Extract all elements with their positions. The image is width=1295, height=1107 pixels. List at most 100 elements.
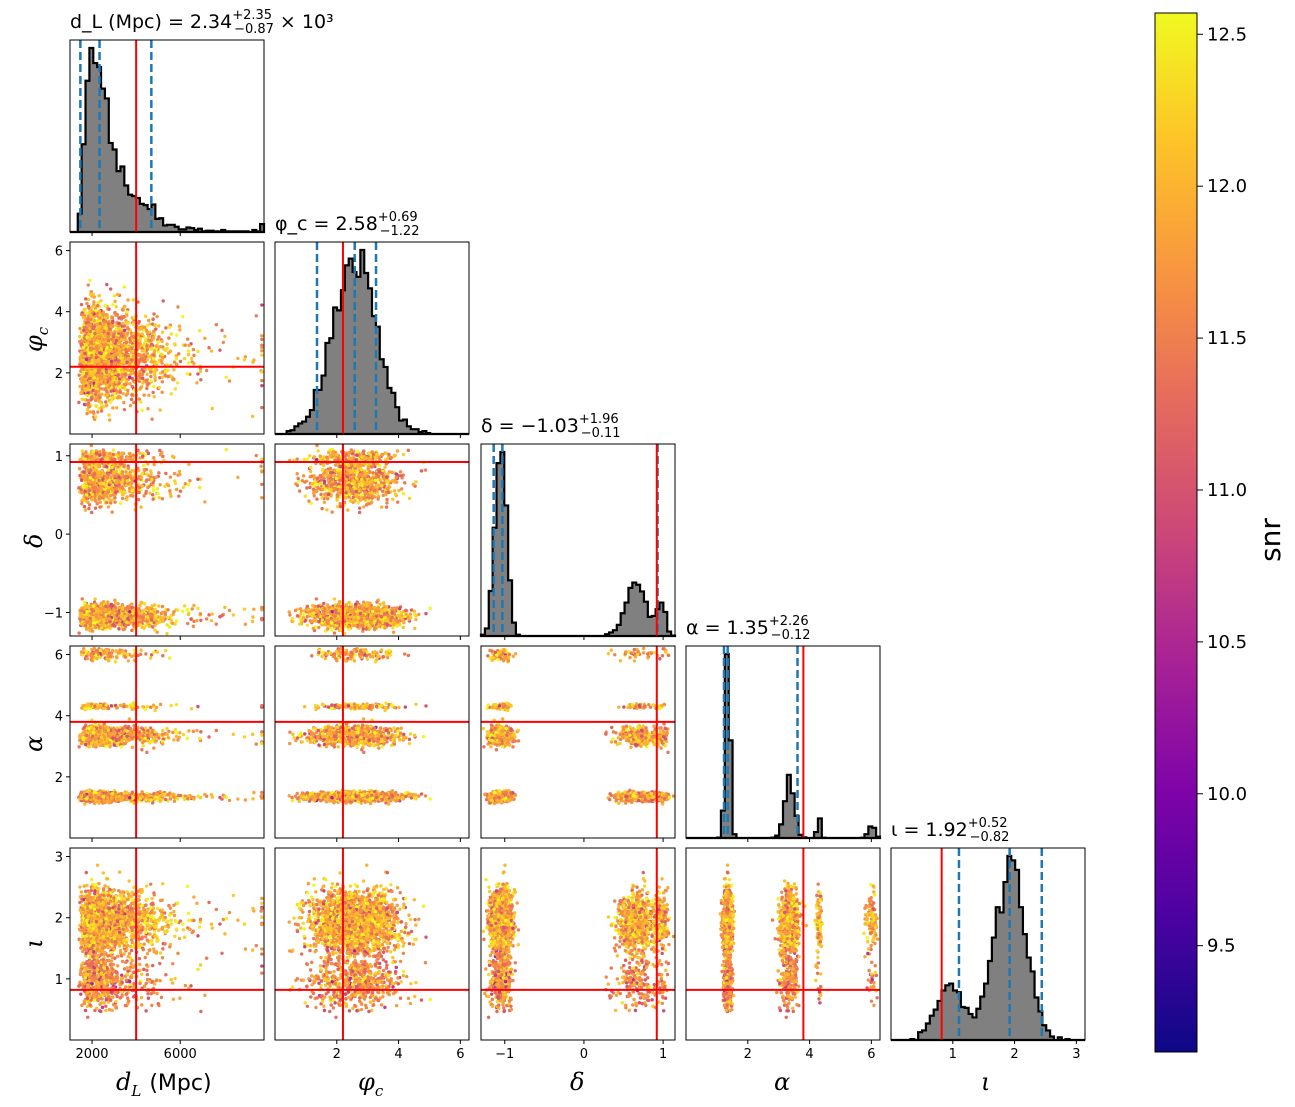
- sample-point: [195, 618, 199, 623]
- sample-point: [89, 317, 93, 321]
- sample-point: [128, 382, 132, 386]
- sample-point: [149, 621, 153, 625]
- sample-point: [150, 346, 154, 351]
- sample-point: [82, 470, 86, 474]
- sample-point: [89, 468, 93, 472]
- sample-point: [94, 373, 98, 377]
- sample-point: [160, 330, 165, 335]
- sample-point: [109, 359, 114, 364]
- sample-point: [94, 404, 98, 408]
- sample-point: [203, 500, 207, 504]
- sample-point: [114, 338, 119, 343]
- sample-point: [151, 390, 155, 395]
- sample-point: [142, 393, 146, 397]
- sample-point: [102, 320, 107, 324]
- sample-point: [122, 360, 126, 364]
- sample-point: [163, 611, 167, 615]
- sample-point: [122, 475, 126, 479]
- sample-point: [82, 308, 87, 313]
- sample-point: [93, 368, 97, 373]
- sample-point: [188, 479, 192, 483]
- sample-point: [128, 403, 133, 408]
- sample-point: [152, 361, 157, 366]
- sample-point: [101, 405, 106, 409]
- sample-point: [145, 358, 150, 362]
- sample-point: [250, 619, 255, 624]
- sample-point: [85, 407, 90, 412]
- sample-point: [126, 388, 130, 393]
- sample-point: [114, 335, 119, 340]
- sample-point: [98, 351, 102, 355]
- sample-point: [96, 300, 100, 305]
- sample-point: [121, 627, 125, 632]
- sample-point: [148, 322, 152, 326]
- sample-point: [97, 464, 102, 469]
- sample-point: [150, 493, 155, 497]
- sample-point: [139, 600, 143, 605]
- sample-point: [89, 395, 94, 400]
- panel-frame: [274, 241, 470, 435]
- sample-point: [142, 602, 147, 606]
- sample-point: [178, 359, 183, 364]
- sample-point: [160, 370, 165, 374]
- sample-point: [85, 328, 89, 332]
- sample-point: [97, 368, 101, 372]
- sample-point: [126, 466, 131, 470]
- sample-point: [128, 375, 132, 380]
- sample-point: [199, 378, 203, 382]
- sample-point: [218, 615, 222, 619]
- sample-point: [203, 336, 207, 340]
- sample-point: [92, 300, 96, 304]
- sample-point: [174, 362, 179, 367]
- sample-point: [77, 373, 81, 377]
- sample-point: [141, 376, 145, 380]
- sample-point: [121, 370, 125, 374]
- sample-point: [149, 618, 154, 622]
- sample-point: [158, 375, 162, 380]
- sample-point: [181, 609, 185, 613]
- sample-point: [79, 488, 83, 492]
- sample-point: [136, 300, 140, 304]
- sample-point: [91, 326, 95, 331]
- sample-point: [132, 621, 136, 625]
- sample-point: [111, 334, 116, 339]
- sample-point: [106, 505, 111, 509]
- sample-point: [111, 448, 116, 452]
- sample-point: [151, 357, 156, 361]
- sample-point: [106, 378, 110, 382]
- sample-point: [251, 615, 255, 619]
- sample-point: [129, 397, 134, 402]
- sample-point: [227, 379, 232, 383]
- sample-point: [114, 406, 119, 410]
- sample-point: [110, 510, 114, 514]
- sample-point: [260, 334, 264, 338]
- sample-point: [104, 464, 108, 469]
- sample-point: [85, 402, 89, 407]
- sample-point: [84, 381, 89, 385]
- sample-point: [113, 391, 117, 396]
- sample-point: [104, 381, 108, 385]
- sample-point: [89, 444, 94, 448]
- sample-point: [89, 510, 94, 515]
- sample-point: [144, 472, 149, 476]
- sample-point: [210, 406, 214, 411]
- sample-point: [117, 627, 121, 631]
- sample-point: [155, 630, 159, 634]
- sample-point: [83, 481, 88, 485]
- sample-point: [85, 371, 89, 376]
- sample-point: [116, 373, 120, 378]
- sample-point: [83, 343, 88, 347]
- sample-point: [81, 382, 86, 386]
- sample-point: [127, 451, 132, 456]
- sample-point: [110, 354, 115, 358]
- sample-point: [111, 471, 116, 476]
- sample-point: [145, 372, 149, 377]
- sample-point: [112, 361, 117, 366]
- sample-point: [82, 379, 86, 384]
- sample-point: [98, 395, 102, 400]
- sample-point: [102, 377, 106, 382]
- sample-point: [92, 295, 96, 299]
- sample-point: [82, 474, 86, 478]
- sample-point: [132, 469, 136, 473]
- sample-point: [144, 339, 148, 343]
